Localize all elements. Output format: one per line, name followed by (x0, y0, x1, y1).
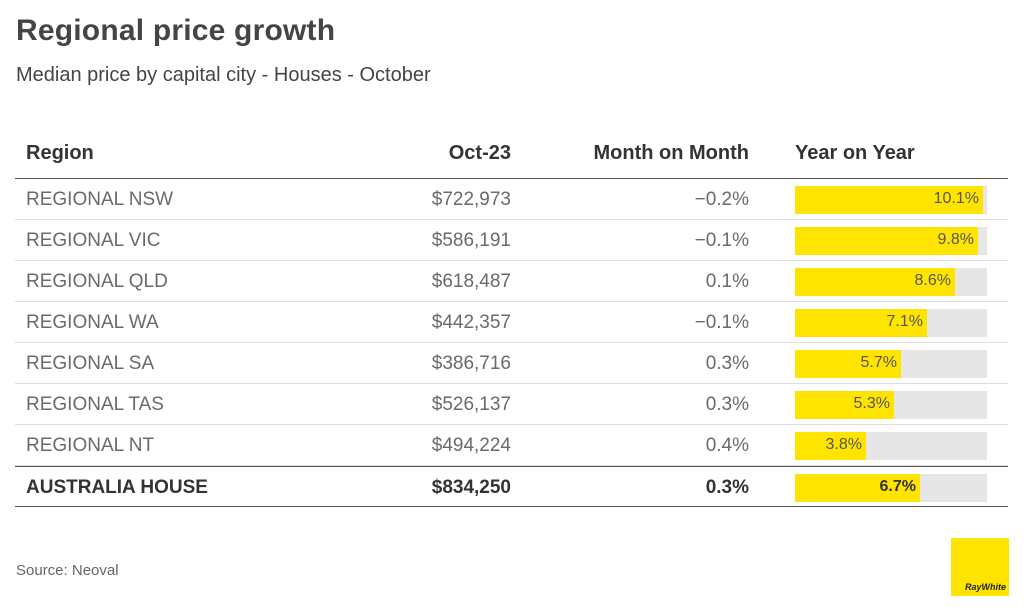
yoy-bar-track: 6.7% (795, 474, 987, 502)
yoy-bar (795, 227, 978, 255)
price-cell: $722,973 (431, 189, 511, 210)
yoy-bar-track: 10.1% (795, 186, 987, 214)
table-header: Region Oct-23 Month on Month Year on Yea… (15, 130, 1008, 179)
month-on-month-cell: 0.4% (705, 435, 749, 456)
yoy-bar-track: 7.1% (795, 309, 987, 337)
region-cell: REGIONAL VIC (26, 230, 161, 251)
price-cell: $526,137 (431, 394, 511, 415)
yoy-bar (795, 350, 901, 378)
raywhite-logo: RayWhite (951, 538, 1009, 596)
header-month-on-month: Month on Month (593, 142, 750, 164)
region-cell: REGIONAL TAS (26, 394, 164, 415)
region-cell: REGIONAL SA (26, 353, 155, 374)
price-cell: $618,487 (431, 271, 511, 292)
yoy-label: 5.3% (853, 395, 890, 412)
header-year-on-year: Year on Year (795, 142, 915, 164)
month-on-month-cell: 0.1% (705, 271, 749, 292)
header-price: Oct-23 (448, 142, 511, 164)
region-cell: REGIONAL WA (26, 312, 159, 333)
logo-text: RayWhite (964, 582, 1006, 592)
price-table: Region Oct-23 Month on Month Year on Yea… (15, 130, 1008, 507)
yoy-bar-track: 3.8% (795, 432, 987, 460)
source-note: Source: Neoval (16, 562, 119, 579)
yoy-bar-track: 9.8% (795, 227, 987, 255)
region-cell: REGIONAL QLD (26, 271, 168, 292)
price-cell: $586,191 (431, 230, 511, 251)
yoy-label: 9.8% (937, 231, 974, 248)
table-row: REGIONAL SA $386,716 0.3% 5.7% (15, 343, 1008, 384)
yoy-bar-track: 5.7% (795, 350, 987, 378)
yoy-bar-track: 8.6% (795, 268, 987, 296)
yoy-bar (795, 268, 955, 296)
month-on-month-cell: −0.2% (694, 189, 749, 210)
region-cell: AUSTRALIA HOUSE (26, 477, 208, 498)
table-row: REGIONAL NT $494,224 0.4% 3.8% (15, 425, 1008, 466)
chart-title: Regional price growth (16, 14, 336, 47)
month-on-month-cell: 0.3% (705, 353, 749, 374)
region-cell: REGIONAL NT (26, 435, 155, 456)
table-row: REGIONAL WA $442,357 −0.1% 7.1% (15, 302, 1008, 343)
header-region: Region (26, 142, 94, 164)
yoy-label: 3.8% (825, 436, 862, 453)
price-cell: $494,224 (431, 435, 511, 456)
yoy-label: 10.1% (933, 190, 979, 207)
yoy-label: 5.7% (860, 354, 897, 371)
yoy-bar (795, 186, 983, 214)
yoy-label: 8.6% (914, 272, 951, 289)
price-cell: $442,357 (431, 312, 511, 333)
table-row: REGIONAL NSW $722,973 −0.2% 10.1% (15, 179, 1008, 220)
yoy-bar (795, 391, 894, 419)
table-row: REGIONAL VIC $586,191 −0.1% 9.8% (15, 220, 1008, 261)
chart-subtitle: Median price by capital city - Houses - … (16, 64, 431, 86)
yoy-bar (795, 309, 927, 337)
month-on-month-cell: 0.3% (705, 477, 749, 498)
table-body: REGIONAL NSW $722,973 −0.2% 10.1% REGIONAL V… (15, 179, 1008, 507)
month-on-month-cell: −0.1% (694, 230, 749, 251)
price-cell: $834,250 (431, 477, 511, 498)
month-on-month-cell: −0.1% (694, 312, 749, 333)
table-total-row: AUSTRALIA HOUSE $834,250 0.3% 6.7% (15, 466, 1008, 507)
region-cell: REGIONAL NSW (26, 189, 174, 210)
month-on-month-cell: 0.3% (705, 394, 749, 415)
yoy-label: 6.7% (879, 478, 916, 495)
table-row: REGIONAL QLD $618,487 0.1% 8.6% (15, 261, 1008, 302)
yoy-bar (795, 432, 866, 460)
table-row: REGIONAL TAS $526,137 0.3% 5.3% (15, 384, 1008, 425)
yoy-bar-track: 5.3% (795, 391, 987, 419)
yoy-bar (795, 474, 920, 502)
yoy-label: 7.1% (886, 313, 923, 330)
price-cell: $386,716 (431, 353, 511, 374)
